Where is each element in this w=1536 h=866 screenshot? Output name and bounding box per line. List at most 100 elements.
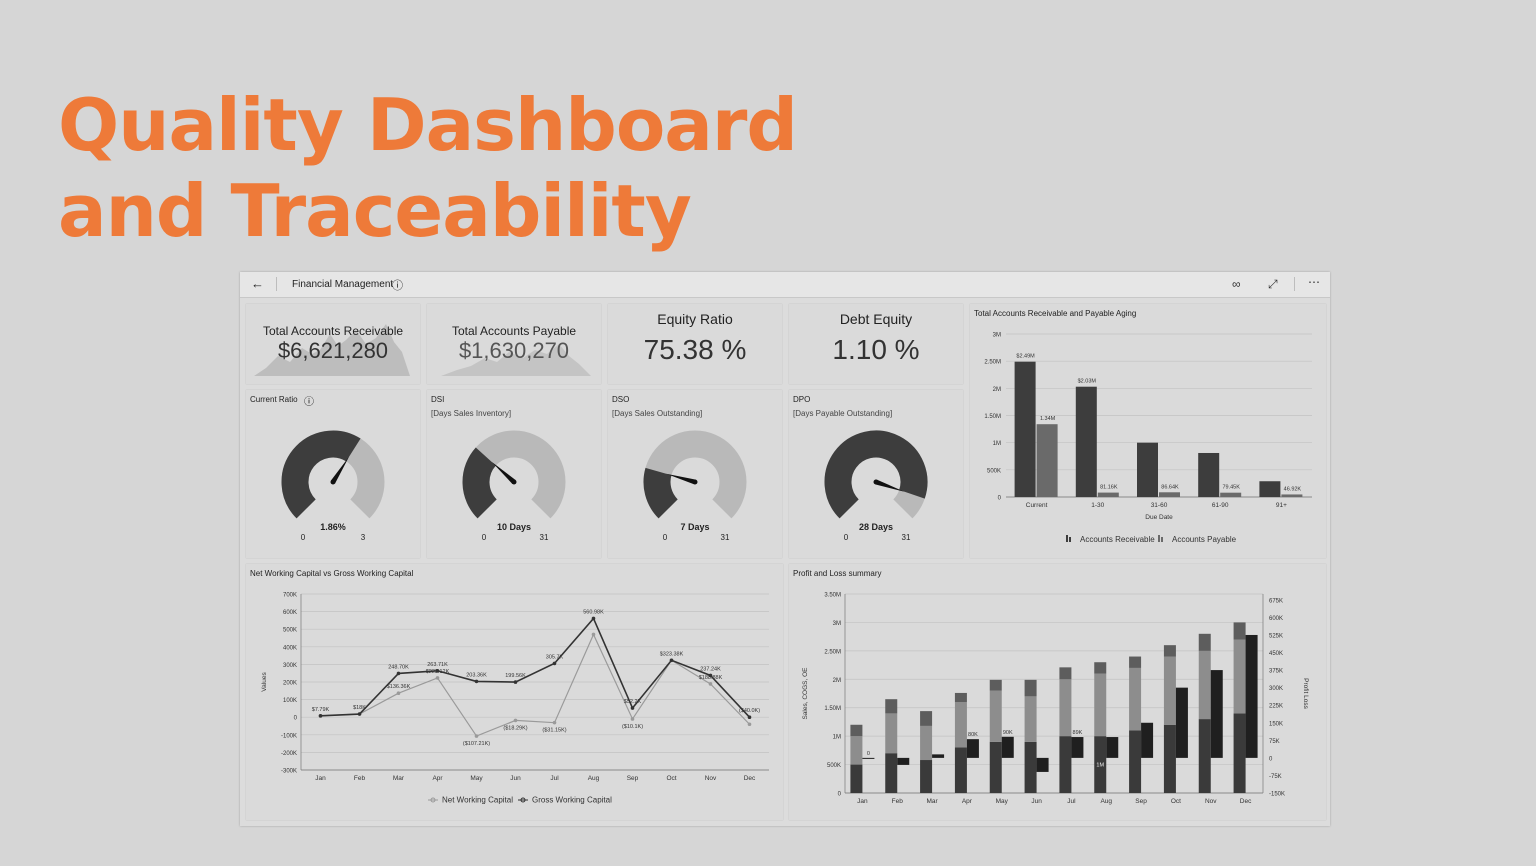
arrow-left-icon[interactable]: ← — [251, 276, 264, 291]
gauge-card-dso[interactable]: DSO [Days Sales Outstanding] 7 Days 0 31 — [608, 390, 782, 558]
stacked-bar-segment — [920, 725, 933, 761]
stacked-bar-segment — [1059, 667, 1072, 680]
chart-title: Net Working Capital vs Gross Working Cap… — [250, 569, 414, 578]
legend-label: Accounts Receivable — [1080, 535, 1155, 544]
dashboard-window: ← Financial Management ⓘ ∞ ⤢ ⋯ Total Acc… — [240, 272, 1330, 826]
data-label: $323.38K — [660, 651, 684, 657]
y-tick-label: 2.50M — [984, 360, 1001, 366]
x-tick-label: Dec — [1240, 798, 1252, 805]
y-tick-label: 2M — [833, 678, 841, 684]
aging-chart-card[interactable]: Total Accounts Receivable and Payable Ag… — [970, 304, 1326, 558]
kpi-card-receivable[interactable]: Total Accounts Receivable $6,621,280 — [246, 304, 420, 384]
data-label: ($31.15K) — [542, 728, 566, 734]
stacked-bar-segment — [850, 764, 863, 793]
data-label: $136.36K — [387, 684, 411, 690]
gauge-max-label: 31 — [540, 533, 549, 542]
y2-tick-label: -75K — [1269, 774, 1282, 780]
y2-tick-label: 0 — [1269, 756, 1273, 762]
data-point — [591, 616, 596, 621]
gauge-dial: 28 Days 0 31 — [824, 430, 928, 542]
gauge-card-current-ratio[interactable]: Current Ratio ⓘ 1.86% 0 3 — [246, 390, 420, 558]
stacked-bar-segment — [1024, 696, 1037, 742]
x-tick-label: Nov — [705, 775, 717, 782]
x-tick-label: Nov — [1205, 798, 1217, 805]
kpi-label: Debt Equity — [839, 311, 913, 327]
kpi-card-debt-equity[interactable]: Debt Equity 1.10 % — [789, 304, 963, 384]
profit-loss-bar — [1210, 670, 1223, 758]
x-tick-label: 61-90 — [1212, 502, 1229, 509]
stacked-bar-segment — [885, 699, 898, 714]
stacked-bar-segment — [1198, 633, 1211, 651]
y-tick-label: -300K — [281, 769, 297, 775]
kpi-value: $6,621,280 — [277, 338, 389, 363]
expand-icon[interactable]: ⤢ — [1268, 277, 1278, 291]
data-point — [513, 718, 518, 723]
stacked-bar-segment — [1233, 622, 1246, 640]
y2-tick-label: 450K — [1269, 651, 1283, 657]
bar — [1097, 492, 1119, 497]
stacked-bar-segment — [1024, 741, 1037, 793]
y2-tick-label: 225K — [1269, 704, 1283, 710]
legend-label: Net Working Capital — [442, 796, 513, 805]
divider — [1294, 277, 1295, 291]
gauge-card-dpo[interactable]: DPO [Days Payable Outstanding] 28 Days 0 3… — [789, 390, 963, 558]
data-label: 81.16K — [1100, 485, 1118, 491]
x-tick-label: May — [470, 775, 483, 782]
gauge-card-dsi[interactable]: DSI [Days Sales Inventory] 10 Days 0 31 — [427, 390, 601, 558]
y2-tick-label: 300K — [1269, 686, 1283, 692]
data-point — [747, 722, 752, 727]
y-tick-label: 700K — [283, 593, 297, 599]
y-tick-label: 3M — [993, 333, 1001, 339]
stacked-bar-segment — [954, 702, 967, 748]
data-label: $2.49M — [1016, 354, 1035, 360]
kpi-card-payable[interactable]: Total Accounts Payable $1,630,270 — [427, 304, 601, 384]
data-label: 80K — [968, 732, 978, 738]
more-icon[interactable]: ⋯ — [1308, 275, 1320, 289]
stacked-bar-segment — [1094, 673, 1107, 737]
legend-swatch — [1158, 535, 1160, 542]
bar — [1159, 492, 1180, 497]
kpi-card-equity-ratio[interactable]: Equity Ratio 75.38 % — [608, 304, 782, 384]
series-line — [320, 616, 751, 718]
gauge-min-label: 0 — [482, 533, 487, 542]
stacked-bar-segment — [1059, 679, 1072, 737]
data-point — [591, 632, 596, 637]
x-tick-label: Mar — [926, 798, 938, 805]
dashboard-title: Financial Management — [292, 279, 394, 290]
y-tick-label: -200K — [281, 751, 297, 757]
gauge-needle-hub — [873, 479, 879, 485]
data-label: 89K — [1073, 730, 1083, 736]
data-label: 305.7K — [546, 654, 564, 660]
profit-loss-chart-card[interactable]: Profit and Loss summary 0 500K 1M 1.50M 2M 2.… — [789, 564, 1326, 820]
profit-loss-bar — [1141, 722, 1154, 758]
gauge-fill — [462, 447, 498, 519]
y2-axis-label: Profit Loss — [1302, 678, 1309, 709]
data-label: 1M — [1096, 763, 1104, 769]
x-tick-label: Sep — [627, 775, 639, 782]
gauge-max-label: 31 — [902, 533, 911, 542]
sparkline-area — [441, 344, 591, 376]
headline-line-2: and Traceability — [58, 169, 692, 253]
data-point — [435, 668, 440, 673]
bar — [1137, 442, 1158, 497]
data-label: ($40.0K) — [739, 708, 760, 714]
gauge-needle — [330, 456, 350, 484]
legend-swatch — [1066, 535, 1068, 542]
glasses-icon[interactable]: ∞ — [1232, 277, 1241, 291]
gauge-needle — [491, 461, 516, 484]
page-headline: Quality Dashboard and Traceability — [58, 82, 798, 254]
profit-loss-bar — [1175, 687, 1188, 758]
y-tick-label: 500K — [827, 763, 841, 769]
profit-loss-bar — [897, 757, 910, 765]
data-point — [708, 673, 713, 678]
data-label: 1.34M — [1040, 416, 1056, 422]
info-icon[interactable]: ⓘ — [304, 397, 314, 408]
kpi-value: 1.10 % — [832, 334, 920, 365]
profit-loss-bar — [932, 754, 945, 758]
gauge-subtitle: [Days Payable Outstanding] — [793, 409, 893, 418]
legend-label: Accounts Payable — [1172, 535, 1237, 544]
gauge-min-label: 0 — [301, 533, 306, 542]
working-capital-chart-card[interactable]: Net Working Capital vs Gross Working Cap… — [246, 564, 783, 820]
info-icon[interactable]: ⓘ — [392, 280, 403, 292]
x-tick-label: Oct — [666, 775, 676, 782]
